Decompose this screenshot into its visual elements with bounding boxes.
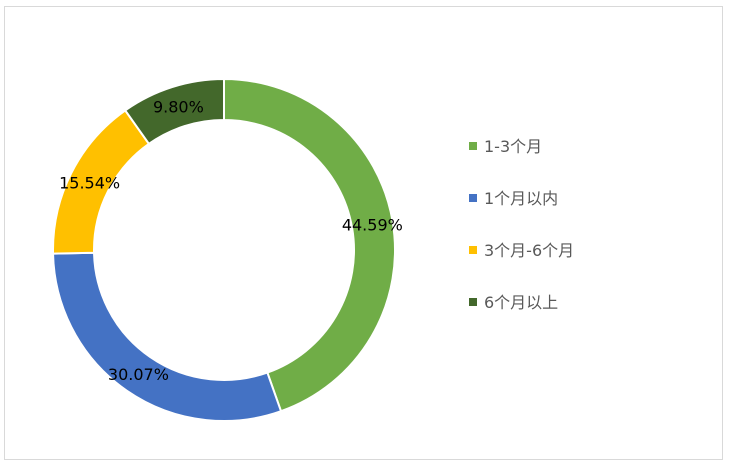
data-label: 44.59% [342,216,403,235]
legend-swatch [469,142,477,150]
legend-swatch [469,298,477,306]
donut-slice [52,251,283,422]
data-label: 30.07% [108,365,169,384]
donut-slice [223,77,396,413]
legend-entry: 6个月以上 [484,293,558,312]
data-label: 15.54% [59,173,120,192]
legend-swatch [469,246,477,254]
donut-slice [123,77,225,146]
legend-swatch [469,194,477,202]
data-label: 9.80% [153,98,204,117]
legend-entry: 3个月-6个月 [484,241,574,260]
chart-frame [4,6,723,460]
legend-entry: 1个月以内 [484,189,558,208]
legend-entry: 1-3个月 [484,137,542,156]
